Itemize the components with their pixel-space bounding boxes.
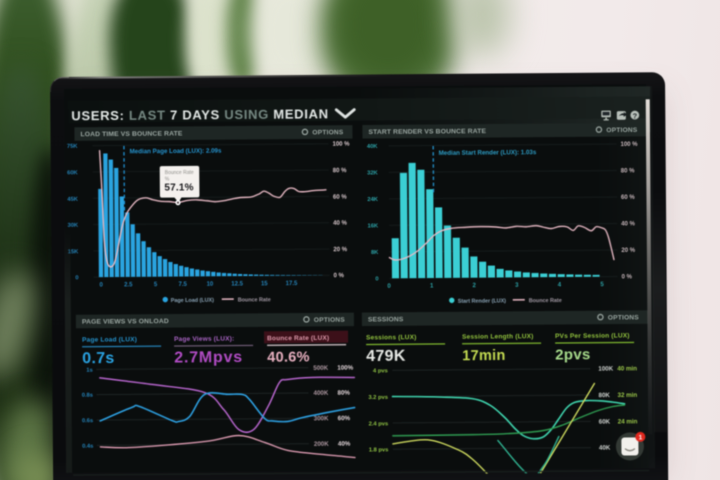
svg-text:80%: 80% [337, 389, 350, 396]
svg-text:OPTIONS: OPTIONS [312, 129, 344, 136]
svg-text:2pvs: 2pvs [555, 346, 591, 363]
svg-text:1s: 1s [86, 367, 93, 373]
svg-text:40 %: 40 % [621, 221, 635, 227]
svg-text:OPTIONS: OPTIONS [606, 127, 638, 134]
svg-text:5: 5 [154, 282, 158, 288]
svg-text:100K: 100K [598, 365, 613, 372]
svg-text:7.5: 7.5 [179, 281, 188, 287]
svg-text:100%: 100% [337, 364, 353, 371]
svg-text:40K: 40K [367, 144, 378, 150]
svg-text:15: 15 [261, 281, 268, 287]
svg-text:Bounce Rate (LUX): Bounce Rate (LUX) [267, 334, 329, 341]
svg-text:80 %: 80 % [333, 168, 347, 174]
svg-text:10: 10 [207, 281, 214, 287]
svg-text:Bounce Rate: Bounce Rate [238, 297, 271, 303]
svg-text:0: 0 [99, 282, 103, 288]
svg-text:Page Load (LUX): Page Load (LUX) [82, 336, 137, 343]
svg-text:80K: 80K [598, 392, 610, 399]
svg-text:32 min: 32 min [617, 391, 637, 398]
svg-text:24K: 24K [367, 197, 378, 203]
svg-text:2.4 pvs: 2.4 pvs [369, 421, 389, 427]
svg-text:40 min: 40 min [617, 365, 637, 372]
svg-text:80 %: 80 % [621, 168, 635, 174]
svg-text:20 %: 20 % [621, 248, 635, 254]
svg-text:100 %: 100 % [333, 141, 351, 147]
svg-text:1.8 pvs: 1.8 pvs [369, 447, 389, 453]
svg-text:USERS: LAST 7 DAYS USING MEDIA: USERS: LAST 7 DAYS USING MEDIAN [71, 106, 329, 123]
svg-text:60 %: 60 % [333, 194, 347, 200]
svg-text:3: 3 [515, 282, 519, 288]
svg-text:%: % [165, 176, 170, 182]
svg-text:4 pvs: 4 pvs [373, 368, 388, 374]
svg-text:2.7Mpvs: 2.7Mpvs [174, 348, 243, 366]
svg-text:60K: 60K [67, 170, 78, 176]
svg-text:57.1%: 57.1% [164, 182, 193, 193]
svg-text:Bounce Rate: Bounce Rate [529, 297, 562, 303]
svg-text:0: 0 [387, 283, 391, 289]
svg-text:0 %: 0 % [622, 274, 633, 280]
svg-text:0.4s: 0.4s [82, 443, 93, 449]
svg-text:32K: 32K [367, 170, 378, 176]
svg-text:LOAD TIME VS BOUNCE RATE: LOAD TIME VS BOUNCE RATE [80, 130, 182, 138]
svg-text:Session Length (LUX): Session Length (LUX) [462, 333, 534, 341]
svg-text:SESSIONS: SESSIONS [368, 316, 404, 323]
svg-text:15K: 15K [68, 249, 79, 255]
svg-text:0: 0 [75, 275, 78, 281]
svg-text:1: 1 [430, 283, 434, 289]
svg-text:Bounce Rate: Bounce Rate [165, 170, 194, 176]
svg-text:16K: 16K [368, 223, 379, 229]
svg-text:17.5: 17.5 [286, 281, 298, 287]
svg-text:Page Views (LUX):: Page Views (LUX): [174, 335, 234, 342]
svg-text:100 %: 100 % [621, 142, 639, 148]
svg-text:0.8s: 0.8s [82, 392, 93, 398]
svg-text:OPTIONS: OPTIONS [608, 314, 640, 321]
svg-text:Median Start Render (LUX): 1.0: Median Start Render (LUX): 1.03s [439, 149, 537, 157]
svg-text:24 min: 24 min [618, 418, 638, 425]
svg-text:0: 0 [375, 276, 378, 282]
svg-text:40 %: 40 % [333, 220, 347, 226]
svg-text:3.2 pvs: 3.2 pvs [368, 394, 388, 400]
svg-text:60%: 60% [338, 415, 351, 422]
svg-text:Start Render (LUX): Start Render (LUX) [458, 298, 506, 304]
svg-text:PAGE VIEWS VS ONLOAD: PAGE VIEWS VS ONLOAD [82, 318, 169, 326]
svg-text:60K: 60K [599, 418, 611, 425]
svg-text:479K: 479K [366, 347, 406, 364]
svg-text:500K: 500K [313, 364, 328, 371]
svg-text:200K: 200K [314, 440, 329, 447]
svg-text:30K: 30K [68, 222, 79, 228]
svg-text:Page Load (LUX): Page Load (LUX) [171, 297, 214, 303]
svg-text:300K: 300K [314, 415, 329, 422]
svg-text:8K: 8K [371, 250, 379, 256]
svg-text:0 %: 0 % [334, 273, 345, 279]
svg-text:1: 1 [639, 434, 643, 441]
svg-text:4: 4 [558, 282, 562, 288]
svg-text:17min: 17min [462, 347, 506, 363]
svg-text:Sessions (LUX): Sessions (LUX) [366, 334, 417, 341]
svg-text:0.6s: 0.6s [82, 418, 93, 424]
svg-text:20 %: 20 % [333, 247, 347, 253]
svg-text:5: 5 [600, 282, 604, 288]
svg-text:400K: 400K [313, 390, 328, 397]
svg-text:0.7s: 0.7s [82, 350, 114, 367]
svg-text:40.6%: 40.6% [267, 349, 310, 365]
svg-text:45K: 45K [67, 196, 78, 202]
svg-text:40K: 40K [599, 444, 611, 451]
svg-text:Median Page Load (LUX): 2.09s: Median Page Load (LUX): 2.09s [130, 147, 222, 155]
svg-text:?: ? [632, 111, 637, 120]
svg-text:75K: 75K [67, 143, 78, 149]
svg-text:PVs Per Session (LUX): PVs Per Session (LUX) [555, 332, 630, 340]
svg-text:40%: 40% [338, 440, 351, 447]
svg-text:60 %: 60 % [621, 195, 635, 201]
svg-text:START RENDER VS BOUNCE RATE: START RENDER VS BOUNCE RATE [368, 128, 486, 136]
svg-text:2.5: 2.5 [124, 282, 133, 288]
svg-text:12.5: 12.5 [231, 281, 243, 287]
svg-text:OPTIONS: OPTIONS [314, 316, 346, 323]
svg-text:2: 2 [473, 283, 477, 289]
